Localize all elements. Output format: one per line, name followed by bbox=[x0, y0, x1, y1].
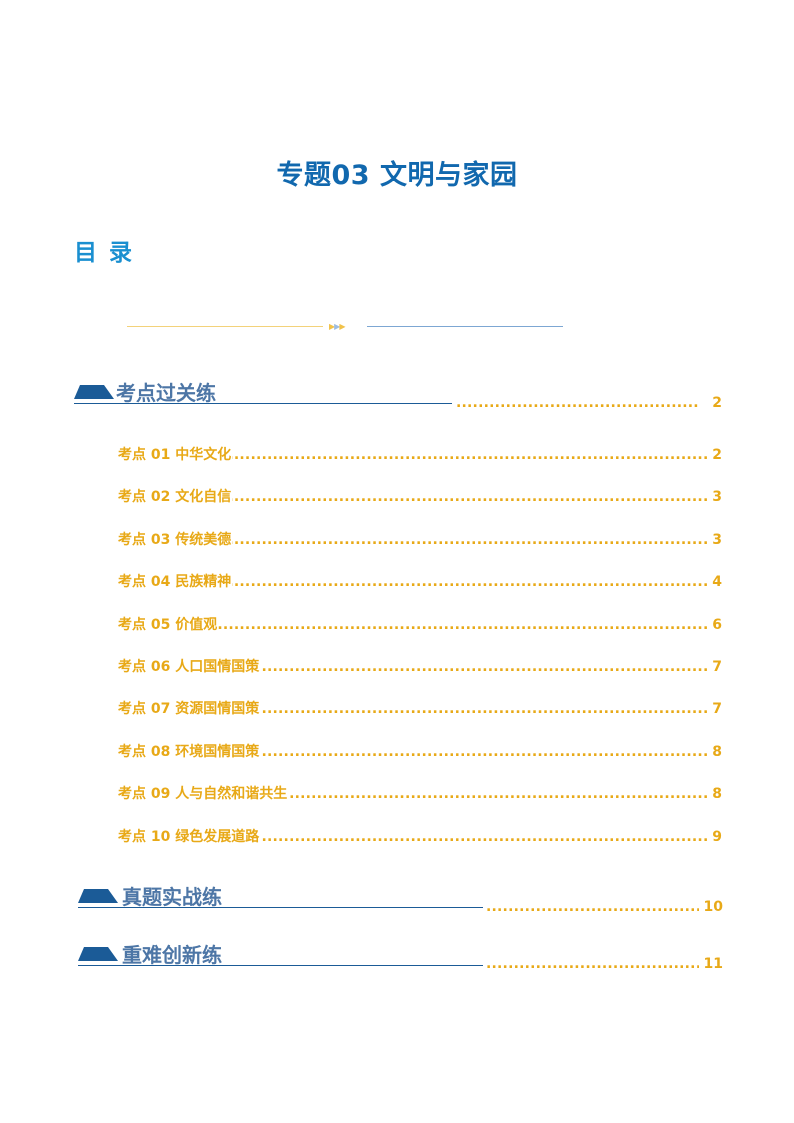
decorative-divider: ▶▶▶ bbox=[127, 321, 567, 333]
toc-entry[interactable]: ........................................… bbox=[118, 827, 722, 847]
toc-entry-label: 考点 01 中华文化 bbox=[118, 445, 233, 465]
toc-entry[interactable]: ........................................… bbox=[118, 657, 722, 677]
toc-entry-page: 9 bbox=[712, 827, 722, 847]
leader-dots: ........................................… bbox=[118, 659, 708, 675]
leader-dots: ........................................… bbox=[118, 744, 708, 760]
toc-heading: 目录 bbox=[74, 240, 144, 266]
section-label: 重难创新练 bbox=[122, 943, 222, 967]
toc-section-leader[interactable]: ........................................… bbox=[456, 395, 722, 415]
toc-section-kaodian[interactable]: 考点过关练 bbox=[74, 381, 452, 411]
section-label: 真题实战练 bbox=[122, 885, 222, 909]
toc-entry-page: 3 bbox=[712, 530, 722, 550]
section-page-number: 11 bbox=[703, 956, 723, 972]
section-label: 考点过关练 bbox=[116, 381, 216, 405]
toc-entry[interactable]: ........................................… bbox=[118, 445, 722, 465]
divider-right-line bbox=[367, 326, 563, 327]
divider-left-line bbox=[127, 326, 323, 327]
toc-section-leader[interactable]: ........................................… bbox=[486, 899, 723, 919]
section-page-number: 10 bbox=[703, 899, 723, 915]
leader-dots: ........................................… bbox=[456, 395, 700, 411]
toc-entry-label: 考点 09 人与自然和谐共生 bbox=[118, 784, 289, 804]
toc-entry-label: 考点 04 民族精神 bbox=[118, 572, 233, 592]
toc-entry-page: 7 bbox=[712, 657, 722, 677]
toc-entry[interactable]: ........................................… bbox=[118, 530, 722, 550]
toc-section-zhenti[interactable]: 真题实战练 bbox=[78, 885, 483, 915]
leader-dots: ........................................… bbox=[118, 829, 708, 845]
toc-entry-page: 3 bbox=[712, 487, 722, 507]
toc-entry[interactable]: ........................................… bbox=[118, 784, 722, 804]
leader-dots: ........................................… bbox=[118, 617, 708, 633]
toc-entry-label: 考点 06 人口国情国策 bbox=[118, 657, 261, 677]
section-underline bbox=[74, 403, 452, 404]
toc-entry[interactable]: ........................................… bbox=[118, 615, 722, 635]
toc-entry-page: 7 bbox=[712, 699, 722, 719]
section-badge-icon bbox=[78, 889, 118, 903]
leader-dots: ........................................… bbox=[118, 532, 708, 548]
section-page-number: 2 bbox=[712, 395, 722, 411]
leader-dots: ........................................… bbox=[118, 489, 708, 505]
toc-entry-label: 考点 10 绿色发展道路 bbox=[118, 827, 261, 847]
section-underline bbox=[78, 907, 483, 908]
toc-entry[interactable]: ........................................… bbox=[118, 572, 722, 592]
toc-entry-label: 考点 05 价值观 bbox=[118, 615, 219, 635]
section-underline bbox=[78, 965, 483, 966]
toc-entry[interactable]: ........................................… bbox=[118, 699, 722, 719]
toc-entry-page: 6 bbox=[712, 615, 722, 635]
leader-dots: ........................................… bbox=[118, 574, 708, 590]
leader-dots: ........................................… bbox=[118, 447, 708, 463]
toc-entry-label: 考点 07 资源国情国策 bbox=[118, 699, 261, 719]
toc-entry[interactable]: ........................................… bbox=[118, 742, 722, 762]
toc-entry-page: 8 bbox=[712, 742, 722, 762]
toc-entry-label: 考点 08 环境国情国策 bbox=[118, 742, 261, 762]
toc-section-zhongnan[interactable]: 重难创新练 bbox=[78, 943, 483, 973]
toc-entry-page: 4 bbox=[712, 572, 722, 592]
leader-dots: ........................................… bbox=[486, 956, 699, 972]
toc-entry-label: 考点 02 文化自信 bbox=[118, 487, 233, 507]
section-badge-icon bbox=[78, 947, 118, 961]
toc-entry-label: 考点 03 传统美德 bbox=[118, 530, 233, 550]
toc-section-leader[interactable]: ........................................… bbox=[486, 956, 723, 976]
section-badge-icon bbox=[74, 385, 114, 399]
divider-arrows-icon: ▶▶▶ bbox=[329, 322, 346, 331]
toc-entry-page: 2 bbox=[712, 445, 722, 465]
page-title: 专题03 文明与家园 bbox=[276, 160, 518, 191]
leader-dots: ........................................… bbox=[118, 701, 708, 717]
toc-entry[interactable]: ........................................… bbox=[118, 487, 722, 507]
toc-entry-page: 8 bbox=[712, 784, 722, 804]
leader-dots: ........................................… bbox=[486, 899, 699, 915]
